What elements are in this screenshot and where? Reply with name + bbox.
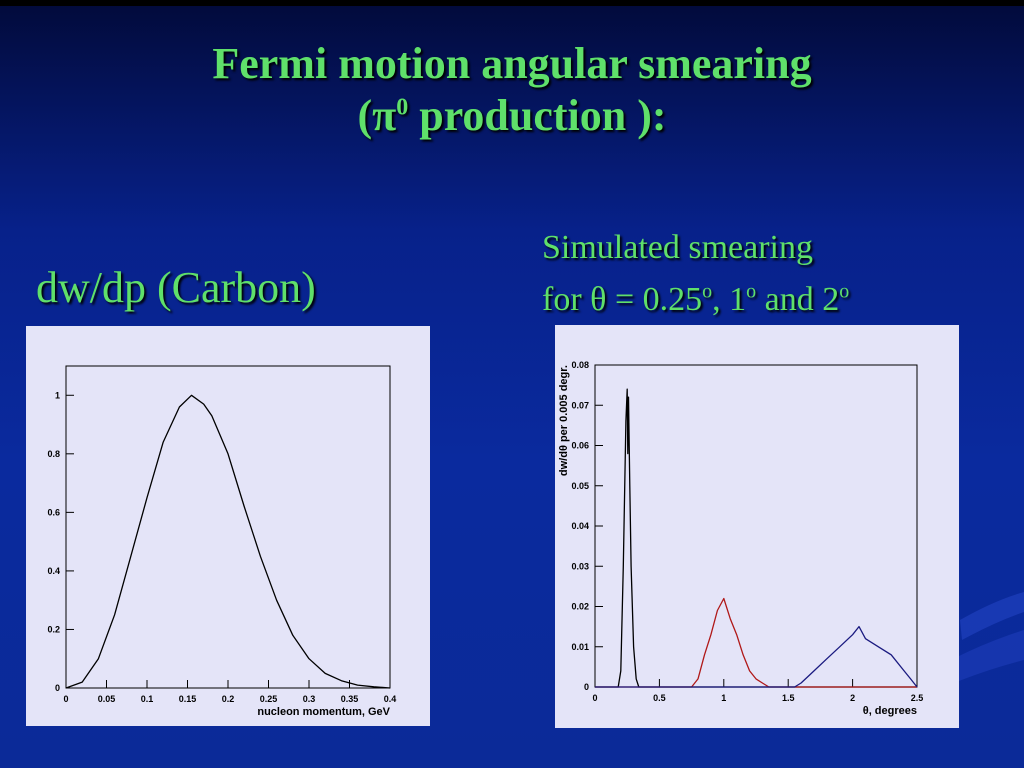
x-tick-label: 0.35 (341, 694, 359, 704)
y-tick-label: 0.04 (571, 521, 589, 531)
y-tick-label: 0.06 (571, 441, 589, 451)
angular-smearing-chart: 0 0.01 0.02 0.03 0.04 0.05 0.06 0.07 0.08 0 0.5 1 1.… (558, 360, 924, 717)
series-line-2 (595, 597, 917, 688)
heading-theta: θ (590, 281, 607, 318)
title-line-1: Fermi motion angular smearing (212, 39, 812, 88)
heading-for: for (542, 281, 591, 318)
y-tick-label: 0.02 (571, 602, 589, 612)
series-line-1 (65, 394, 391, 689)
right-chart-panel: 0 0.01 0.02 0.03 0.04 0.05 0.06 0.07 0.08 0 0.5 1 1.… (555, 325, 959, 728)
x-tick-label: 0.15 (179, 694, 197, 704)
heading-value-1: = 0.25 (606, 281, 703, 318)
x-tick-label: 0.3 (303, 694, 316, 704)
y-tick-label: 0.2 (47, 624, 60, 634)
momentum-distribution-chart: 0 0.2 0.4 0.6 0.8 1 0 0.05 0.1 0.15 0.2 0.25 0.3 0.35… (47, 365, 397, 718)
x-tick-label: 0.2 (222, 694, 235, 704)
title-pi: (π (357, 91, 397, 140)
x-tick-label: 2.5 (911, 693, 924, 703)
x-tick-label: 0 (592, 693, 597, 703)
x-tick-label: 2 (850, 693, 855, 703)
x-axis-label: nucleon momentum, GeV (257, 706, 390, 718)
y-tick-label: 0.01 (571, 642, 589, 652)
y-tick-label: 1 (55, 390, 60, 400)
left-chart-heading: dw/dp (Carbon) (36, 263, 316, 312)
right-heading-line-2: for θ = 0.25o, 1o and 2o (542, 274, 849, 326)
heading-value-2: , 1 (712, 281, 747, 318)
x-tick-label: 0.1 (141, 694, 154, 704)
x-tick-label: 0 (63, 694, 68, 704)
y-axis-label: dw/dθ per 0.005 degr. (558, 365, 570, 476)
y-tick-label: 0 (55, 683, 60, 693)
slide-title: Fermi motion angular smearing (π0 produc… (0, 38, 1024, 142)
series-line-1 (595, 388, 917, 688)
title-production: production ): (408, 91, 667, 140)
right-chart-heading: Simulated smearing for θ = 0.25o, 1o and… (542, 222, 849, 326)
title-sup-zero: 0 (396, 94, 409, 121)
y-tick-label: 0.08 (571, 360, 589, 370)
x-tick-label: 0.25 (260, 694, 278, 704)
y-tick-label: 0 (584, 682, 589, 692)
heading-degree-2: o (746, 280, 757, 303)
x-tick-label: 1 (721, 693, 726, 703)
y-tick-label: 0.8 (47, 449, 60, 459)
plot-frame (594, 364, 918, 688)
x-tick-label: 0.5 (653, 693, 666, 703)
heading-degree-3: o (839, 280, 850, 303)
title-line-2: (π0 production ): (0, 90, 1024, 142)
y-tick-label: 0.07 (571, 400, 589, 410)
x-axis-label: θ, degrees (863, 705, 917, 717)
y-tick-label: 0.4 (47, 566, 60, 576)
x-tick-label: 0.05 (98, 694, 116, 704)
x-tick-label: 1.5 (782, 693, 795, 703)
plot-frame (65, 365, 391, 689)
heading-degree-1: o (702, 280, 713, 303)
heading-value-3: and 2 (756, 281, 840, 318)
x-tick-label: 0.4 (384, 694, 397, 704)
right-heading-line-1: Simulated smearing (542, 229, 814, 266)
y-tick-label: 0.6 (47, 507, 60, 517)
y-tick-label: 0.05 (571, 481, 589, 491)
y-tick-label: 0.03 (571, 561, 589, 571)
top-black-bar (0, 0, 1024, 6)
series-line-3 (595, 625, 918, 688)
left-chart-panel: 0 0.2 0.4 0.6 0.8 1 0 0.05 0.1 0.15 0.2 0.25 0.3 0.35… (26, 326, 430, 726)
